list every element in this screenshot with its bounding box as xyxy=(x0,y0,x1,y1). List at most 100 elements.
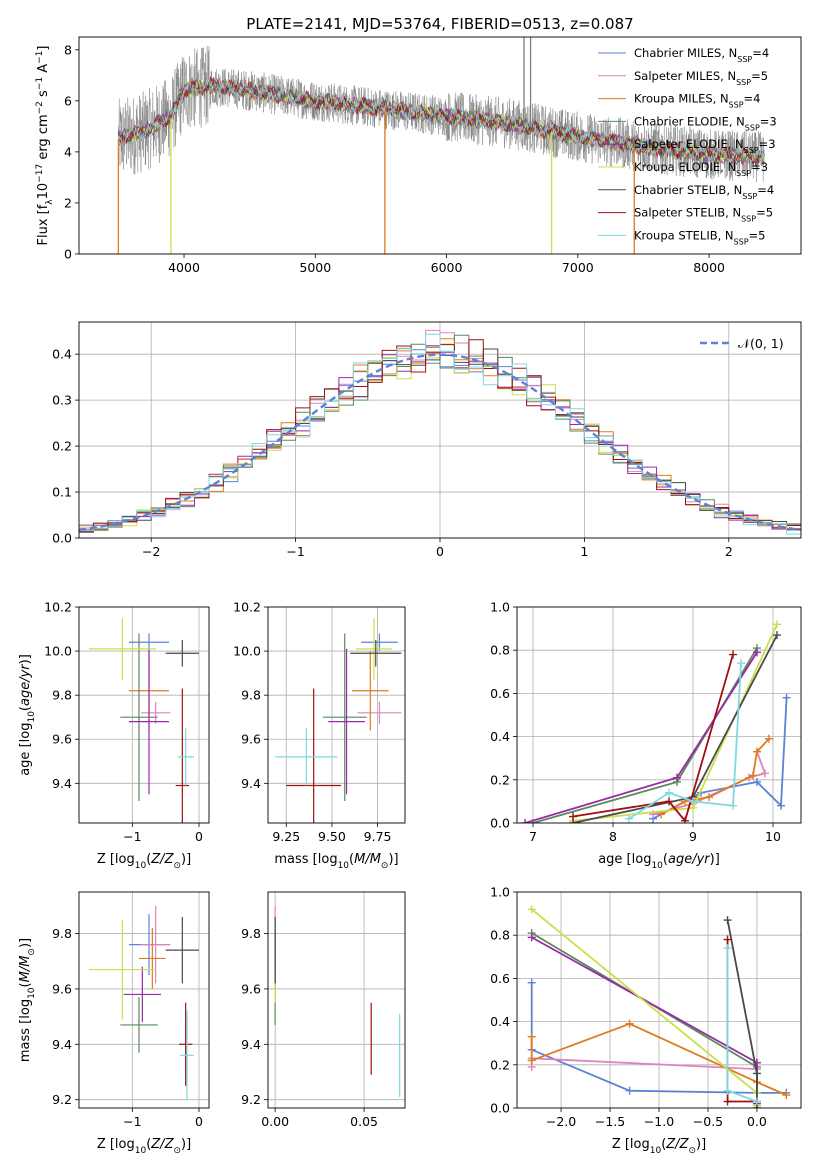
mass_vs_EBV-xtick-label: 0.00 xyxy=(261,1114,289,1129)
residuals-ytick-label: 0.0 xyxy=(52,531,72,546)
mass-weight-marker xyxy=(527,1056,536,1065)
mass-weight-marker xyxy=(723,944,732,953)
mass_weight_vs_Z-ytick-label: 0.8 xyxy=(490,928,510,943)
age_vs_Z-panel: −1 0 9.4 9.6 9.8 10.0 10.2 Z [log10(Z/Z⊙)] age [… xyxy=(18,600,210,871)
age_vs_Z-frame xyxy=(78,606,210,824)
age_vs_mass-xtick-label: 9.25 xyxy=(272,829,300,844)
mass-weight-marker xyxy=(773,631,781,640)
mass_weight_vs_age-plot-area xyxy=(517,607,801,823)
mass_vs_Z-frame xyxy=(78,891,210,1109)
normal-curve xyxy=(79,353,801,532)
mass_weight_vs_age-ytick-label: 0.0 xyxy=(490,816,510,831)
residuals-plot-area xyxy=(79,322,801,538)
legend-entry: Chabrier STELIB, NSSP=4 xyxy=(634,183,774,201)
legend-entry: Chabrier MILES, NSSP=4 xyxy=(634,46,769,64)
spectrum-ytick-label: 8 xyxy=(64,42,72,57)
legend-entry: Salpeter MILES, NSSP=5 xyxy=(634,69,768,87)
mass-weight-marker xyxy=(761,769,769,778)
residuals-ytick-label: 0.3 xyxy=(52,393,72,408)
residuals-xtick-label: 0 xyxy=(436,544,444,559)
figure-title: PLATE=2141, MJD=53764, FIBERID=0513, z=0… xyxy=(246,15,633,33)
mass_weight_vs_Z-xtick-label: −2.0 xyxy=(546,1114,576,1129)
mass-weight-line xyxy=(660,738,770,816)
residuals-ytick-label: 0.4 xyxy=(52,347,72,362)
age_vs_Z-ytick-label: 10.0 xyxy=(44,644,72,659)
mass-weight-marker xyxy=(723,916,732,925)
mass-weight-marker xyxy=(527,933,536,942)
mass-weight-marker xyxy=(773,620,781,629)
legend-entry: Kroupa ELODIE, NSSP=3 xyxy=(634,160,768,178)
spectrum-ytick-label: 0 xyxy=(64,247,72,262)
legend-entry: 𝒩(0, 1) xyxy=(738,336,784,351)
mass-weight-marker xyxy=(753,648,761,657)
mass-weight-marker xyxy=(753,747,761,756)
mass_weight_vs_Z-xtick-label: −1.5 xyxy=(595,1114,625,1129)
spectrum-panel: 4000 5000 6000 7000 8000 0 2 4 6 8 Chabrier MILES,… xyxy=(35,36,802,275)
mass_weight_vs_age-ytick-label: 0.4 xyxy=(490,729,510,744)
mass_weight_vs_Z-ytick-label: 0.4 xyxy=(490,1014,510,1029)
mass_weight_vs_Z-plot-area xyxy=(517,892,801,1108)
mass_weight_vs_age-xtick-label: 9 xyxy=(689,829,697,844)
mass-weight-marker xyxy=(765,734,773,743)
spectrum-ytick-label: 4 xyxy=(64,144,72,159)
mass_weight_vs_age-panel: 7 8 9 10 0.0 0.2 0.4 0.6 0.8 1.0 age [log10(age/yr… xyxy=(490,600,802,871)
age_vs_Z-ytick-label: 9.8 xyxy=(52,688,72,703)
spectrum-legend: Chabrier MILES, NSSP=4 Salpeter MILES, NS… xyxy=(598,46,777,246)
mass_vs_EBV-frame xyxy=(267,891,406,1109)
age_vs_Z-ytick-label: 9.4 xyxy=(52,776,72,791)
mass_weight_vs_age-xtick-label: 7 xyxy=(529,829,537,844)
mass_vs_EBV-xtick-label: 0.05 xyxy=(350,1114,378,1129)
residuals-xtick-label: −1 xyxy=(286,544,304,559)
mass-weight-marker xyxy=(753,777,761,786)
mass_weight_vs_age-ytick-label: 0.2 xyxy=(490,772,510,787)
mass_weight_vs_age-frame xyxy=(516,606,802,824)
spectrum-ytick-label: 2 xyxy=(64,195,72,210)
residuals-xtick-label: 2 xyxy=(725,544,733,559)
spectrum-plot-area xyxy=(117,37,765,254)
mass_vs_EBV-ytick-label: 9.6 xyxy=(241,981,261,996)
age_vs_Z-plot-area xyxy=(79,607,209,823)
age_vs_Z-ytick-label: 10.2 xyxy=(44,600,72,615)
legend-entry: Chabrier ELODIE, NSSP=3 xyxy=(634,114,777,131)
mass-weight-marker xyxy=(737,659,745,668)
spectrum-model-line xyxy=(118,79,765,165)
legend-entry: Salpeter STELIB, NSSP=5 xyxy=(634,206,773,224)
mass-weight-marker xyxy=(665,788,673,797)
mass_vs_EBV-ytick-label: 9.8 xyxy=(241,926,261,941)
legend-entry: Kroupa STELIB, NSSP=5 xyxy=(634,228,765,246)
mass-weight-marker xyxy=(723,1086,732,1095)
mass_vs_EBV-panel: 0.00 0.05 9.2 9.4 9.6 9.8 xyxy=(241,891,406,1129)
mass_weight_vs_Z-xtick-label: −1.0 xyxy=(644,1114,674,1129)
legend-entry: Kroupa MILES, NSSP=4 xyxy=(634,92,760,110)
mass_weight_vs_Z-ytick-label: 0.0 xyxy=(490,1101,510,1116)
mass-weight-marker xyxy=(723,935,732,944)
mass_weight_vs_age-ytick-label: 0.6 xyxy=(490,686,510,701)
mass-weight-line xyxy=(572,654,734,823)
mass_weight_vs_Z-xtick-label: −0.5 xyxy=(693,1114,723,1129)
mass_vs_Z-plot-area xyxy=(79,892,209,1108)
age_vs_Z-xtick-label: −1 xyxy=(123,829,141,844)
age_vs_mass-panel: 9.25 9.50 9.75 9.4 9.6 9.8 10.0 10.2 mass [log10… xyxy=(233,600,406,871)
mass_weight_vs_age-ytick-label: 0.8 xyxy=(490,643,510,658)
mass_weight_vs_Z-ytick-label: 0.2 xyxy=(490,1057,510,1072)
spectrum-xtick-label: 4000 xyxy=(168,260,200,275)
age_vs_mass-ytick-label: 9.8 xyxy=(241,688,261,703)
mass-weight-marker xyxy=(729,650,737,659)
mass_vs_Z-ytick-label: 9.2 xyxy=(52,1092,72,1107)
age_vs_mass-xtick-label: 9.50 xyxy=(318,829,346,844)
mass-weight-marker xyxy=(521,819,529,823)
legend-entry: Salpeter ELODIE, NSSP=3 xyxy=(634,137,776,155)
mass-weight-marker xyxy=(673,773,681,782)
age_vs_Z-ylabel: age [log10(age/yr)] xyxy=(18,654,37,776)
mass-weight-marker xyxy=(729,801,737,810)
mass_weight_vs_Z-xlabel: Z [log10(Z/Z⊙)] xyxy=(612,1137,706,1156)
mass-weight-marker xyxy=(625,814,633,823)
age_vs_mass-ytick-label: 10.2 xyxy=(233,600,261,615)
mass_weight_vs_Z-panel: −2.0 −1.5 −1.0 −0.5 0.0 0.0 0.2 0.4 0.6 0.8 1.0 Z [… xyxy=(490,885,802,1156)
mass-weight-marker xyxy=(777,801,785,810)
age_vs_Z-ytick-label: 9.6 xyxy=(52,732,72,747)
mass-weight-marker xyxy=(752,1097,761,1106)
age_vs_mass-ytick-label: 9.4 xyxy=(241,776,261,791)
mass-weight-marker xyxy=(752,1069,761,1078)
